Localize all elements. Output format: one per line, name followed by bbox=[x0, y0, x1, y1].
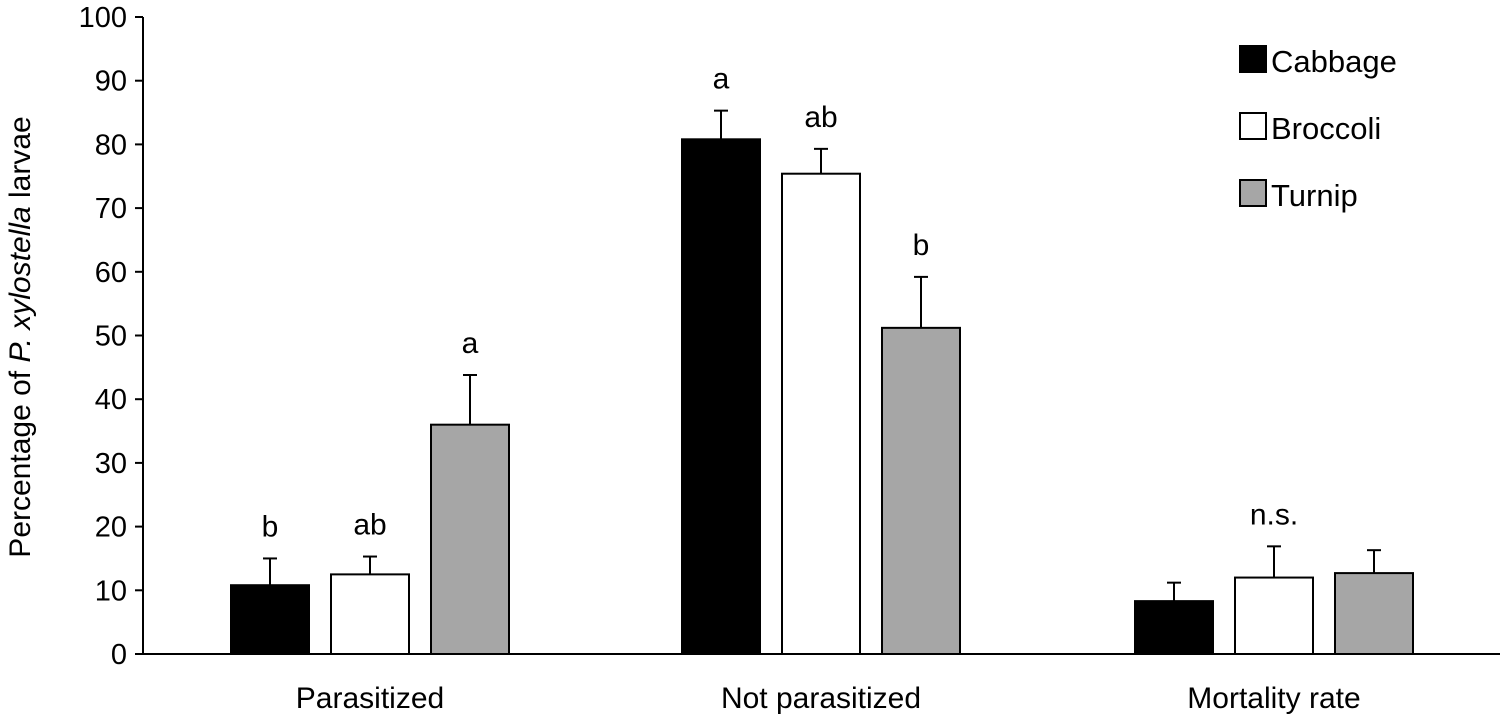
bar-turnip bbox=[430, 423, 510, 655]
y-tick-label: 40 bbox=[95, 384, 127, 416]
y-axis-label-species: P. xylostella bbox=[4, 206, 37, 362]
x-category-label: Parasitized bbox=[296, 682, 444, 715]
bar-broccoli bbox=[330, 573, 410, 655]
bars: b ab a a ab b n.s. bbox=[230, 63, 1414, 656]
y-tick-label: 60 bbox=[95, 257, 127, 289]
bar-broccoli bbox=[1234, 576, 1314, 655]
significance-label: ab bbox=[353, 509, 386, 542]
legend-label: Turnip bbox=[1271, 178, 1358, 213]
y-tick-label: 100 bbox=[79, 2, 127, 34]
significance-label: n.s. bbox=[1250, 498, 1298, 531]
y-axis-label-prefix: Percentage of bbox=[4, 363, 37, 558]
y-tick-label: 0 bbox=[111, 639, 127, 671]
y-tick-label: 80 bbox=[95, 129, 127, 161]
x-category-label: Mortality rate bbox=[1187, 682, 1360, 715]
y-tick-label: 90 bbox=[95, 66, 127, 98]
legend: Cabbage Broccoli Turnip bbox=[1239, 44, 1397, 213]
legend-label: Broccoli bbox=[1271, 111, 1381, 146]
y-tick-label: 20 bbox=[95, 512, 127, 544]
bar-turnip bbox=[1334, 572, 1414, 656]
legend-label: Cabbage bbox=[1271, 44, 1397, 79]
y-tick-label: 30 bbox=[95, 448, 127, 480]
bar-turnip bbox=[881, 326, 961, 655]
y-axis-label: Percentage of P. xylostella larvae bbox=[4, 116, 37, 557]
bar-broccoli bbox=[781, 172, 861, 655]
x-category-label: Not parasitized bbox=[721, 682, 921, 715]
y-tick-label: 50 bbox=[95, 321, 127, 353]
y-tick-label: 10 bbox=[95, 575, 127, 607]
x-axis: Parasitized Not parasitized Mortality rate bbox=[143, 653, 1500, 715]
significance-label: ab bbox=[804, 101, 837, 134]
legend-swatch-cabbage bbox=[1239, 45, 1267, 73]
significance-label: b bbox=[262, 510, 279, 543]
bar-cabbage bbox=[1134, 600, 1214, 656]
bar-cabbage bbox=[681, 138, 761, 655]
y-axis: 0 10 20 30 40 50 60 70 80 90 100 bbox=[79, 2, 144, 671]
y-tick-label: 70 bbox=[95, 193, 127, 225]
bar-cabbage bbox=[230, 584, 310, 655]
y-axis-label-suffix: larvae bbox=[4, 116, 37, 206]
significance-label: a bbox=[713, 63, 730, 96]
legend-swatch-turnip bbox=[1239, 179, 1267, 207]
significance-label: b bbox=[913, 229, 930, 262]
significance-label: a bbox=[462, 327, 479, 360]
legend-swatch-broccoli bbox=[1239, 112, 1267, 140]
